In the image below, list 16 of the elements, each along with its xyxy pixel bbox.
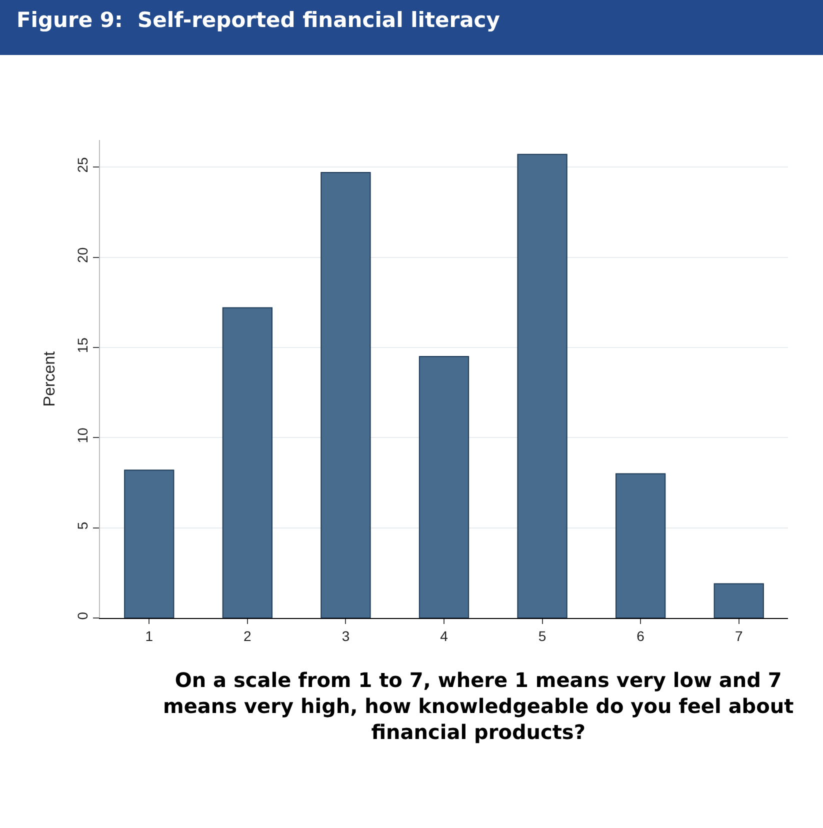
y-tick-label: 15 [74,337,90,354]
text: On a scale from 1 to 7, where 1 means very low and 7 means very high, how knowledgeable do you feel about financial products? [163,668,794,744]
x-tick-label: 5 [538,628,546,644]
x-tick-label: 6 [636,628,645,644]
y-axis-title: Percent [41,350,58,407]
chart-title: Figure 9: Self-reported financial literacy [16,8,500,32]
y-tick-label: 0 [74,612,90,620]
y-tick-label: 20 [74,247,90,263]
x-tick-label: 3 [342,628,350,644]
y-tick-label: 25 [74,156,90,173]
x-tick-label: 1 [145,628,154,644]
y-tick-label: 5 [74,522,90,530]
x-tick-label: 2 [244,628,252,644]
y-tick-label: 10 [74,428,90,444]
x-tick-label: 4 [440,628,448,644]
x-tick-label: 7 [734,628,743,644]
